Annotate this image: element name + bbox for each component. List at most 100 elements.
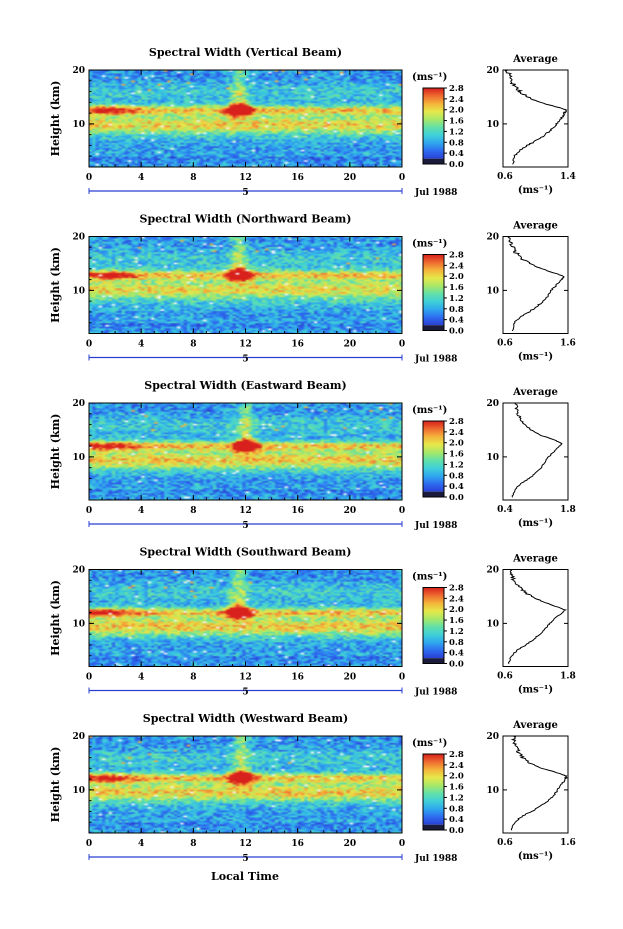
- x-tick-label: 12: [239, 340, 252, 350]
- average-title: Average: [512, 54, 558, 65]
- average-x-tick-label: 0.6: [497, 172, 513, 182]
- x-tick-label: 16: [291, 340, 304, 350]
- x-tick-label: 20: [344, 506, 357, 516]
- colorbar-tick-label: 0.4: [449, 316, 464, 326]
- day-marker: 5: [242, 521, 248, 531]
- x-tick-label: 20: [344, 173, 357, 183]
- colorbar-tick-label: 2.4: [449, 761, 464, 771]
- average-x-tick-label: 1.6: [560, 838, 576, 848]
- day-marker: 5: [242, 688, 248, 698]
- date-label: Jul 1988: [414, 355, 457, 365]
- colorbar-tick-label: 1.6: [449, 783, 464, 793]
- panel-5: Spectral Width (Westward Beam) 0 4 8 12 16 20 0…: [49, 712, 576, 864]
- colorbar: [423, 754, 444, 825]
- average-frame: [502, 69, 569, 168]
- average-frame: [502, 236, 569, 334]
- colorbar-tick-label: 0.8: [449, 138, 464, 148]
- y-tick-label: 20: [72, 732, 85, 742]
- panel-title: Spectral Width (Vertical Beam): [149, 46, 342, 59]
- x-tick-label: 16: [291, 839, 304, 849]
- colorbar-tick-label: 0.0: [449, 327, 464, 337]
- x-tick-label: 8: [190, 673, 196, 683]
- colorbar-tick-label: 2.4: [449, 594, 464, 604]
- x-axis-label: Local Time: [211, 870, 279, 883]
- average-title: Average: [512, 720, 558, 731]
- y-axis-label: Height (km): [49, 747, 62, 823]
- x-tick-label: 4: [138, 340, 144, 350]
- x-tick-label: 8: [190, 506, 196, 516]
- average-x-tick-label: 0.4: [497, 505, 513, 515]
- x-tick-label: 4: [138, 506, 144, 516]
- colorbar-tick-label: 0.0: [449, 826, 464, 836]
- x-tick-label: 0: [86, 506, 92, 516]
- x-tick-label: 0: [399, 839, 405, 849]
- colorbar-unit: (ms⁻¹): [412, 72, 447, 83]
- date-label: Jul 1988: [414, 688, 457, 698]
- colorbar: [423, 254, 444, 326]
- colorbar: [423, 587, 444, 659]
- average-x-tick-label: 1.8: [560, 672, 576, 682]
- date-label: Jul 1988: [414, 188, 457, 198]
- average-x-label: (ms⁻¹): [518, 685, 553, 696]
- day-marker: 5: [242, 355, 248, 365]
- y-tick-label: 10: [72, 120, 85, 130]
- colorbar-tick-label: 0.4: [449, 649, 464, 659]
- colorbar-tick-label: 2.0: [449, 106, 464, 116]
- average-profile-line: [504, 69, 568, 165]
- colorbar-tick-label: 2.0: [449, 272, 464, 282]
- average-y-tick-label: 20: [486, 566, 499, 576]
- average-title: Average: [512, 221, 558, 232]
- colorbar-tick-label: 0.8: [449, 804, 464, 814]
- y-tick-label: 20: [72, 566, 85, 576]
- y-tick-label: 10: [72, 786, 85, 796]
- y-tick-label: 10: [72, 453, 85, 463]
- colorbar-unit: (ms⁻¹): [412, 405, 447, 416]
- x-tick-label: 4: [138, 173, 144, 183]
- average-profile-line: [511, 402, 563, 498]
- average-x-label: (ms⁻¹): [518, 851, 553, 862]
- panel-1: Spectral Width (Vertical Beam) 0 4 8 12 16 20 0…: [49, 46, 576, 198]
- average-x-tick-label: 0.6: [497, 838, 513, 848]
- y-tick-label: 20: [72, 233, 85, 243]
- x-tick-label: 16: [291, 173, 304, 183]
- colorbar-tick-label: 2.8: [449, 251, 464, 261]
- y-axis-label: Height (km): [49, 580, 62, 656]
- x-tick-label: 12: [239, 173, 252, 183]
- average-y-tick-label: 10: [486, 786, 499, 796]
- average-x-label: (ms⁻¹): [518, 185, 553, 196]
- spectral-width-heatmap: [89, 569, 402, 667]
- average-title: Average: [512, 387, 558, 398]
- colorbar-tick-label: 2.8: [449, 584, 464, 594]
- x-tick-label: 4: [138, 673, 144, 683]
- colorbar-tick-label: 1.6: [449, 616, 464, 626]
- x-tick-label: 0: [86, 173, 92, 183]
- average-x-label: (ms⁻¹): [518, 352, 553, 363]
- colorbar-tick-label: 1.2: [449, 793, 464, 803]
- colorbar-tick-label: 1.2: [449, 127, 464, 137]
- average-y-tick-label: 20: [486, 399, 499, 409]
- y-tick-label: 10: [72, 619, 85, 629]
- colorbar-tick-label: 2.8: [449, 84, 464, 94]
- day-marker: 5: [242, 854, 248, 864]
- colorbar-tick-label: 0.8: [449, 638, 464, 648]
- x-tick-label: 0: [399, 340, 405, 350]
- colorbar-tick-label: 1.6: [449, 283, 464, 293]
- colorbar: [423, 421, 444, 492]
- colorbar-tick-label: 1.2: [449, 627, 464, 637]
- x-tick-label: 0: [399, 506, 405, 516]
- y-axis-label: Height (km): [49, 414, 62, 490]
- x-tick-label: 0: [86, 839, 92, 849]
- colorbar-tick-label: 0.0: [449, 160, 464, 170]
- colorbar-tick-label: 0.0: [449, 493, 464, 503]
- colorbar-tick-label: 2.8: [449, 750, 464, 760]
- colorbar-tick-label: 0.8: [449, 471, 464, 481]
- spectral-width-heatmap: [89, 403, 402, 500]
- x-tick-label: 4: [138, 839, 144, 849]
- colorbar-tick-label: 1.2: [449, 294, 464, 304]
- x-tick-label: 16: [291, 673, 304, 683]
- colorbar-tick-label: 0.4: [449, 482, 464, 492]
- colorbar-tick-label: 1.6: [449, 117, 464, 127]
- average-x-label: (ms⁻¹): [518, 518, 553, 529]
- colorbar-tick-label: 2.0: [449, 439, 464, 449]
- colorbar-tick-label: 0.0: [449, 660, 464, 670]
